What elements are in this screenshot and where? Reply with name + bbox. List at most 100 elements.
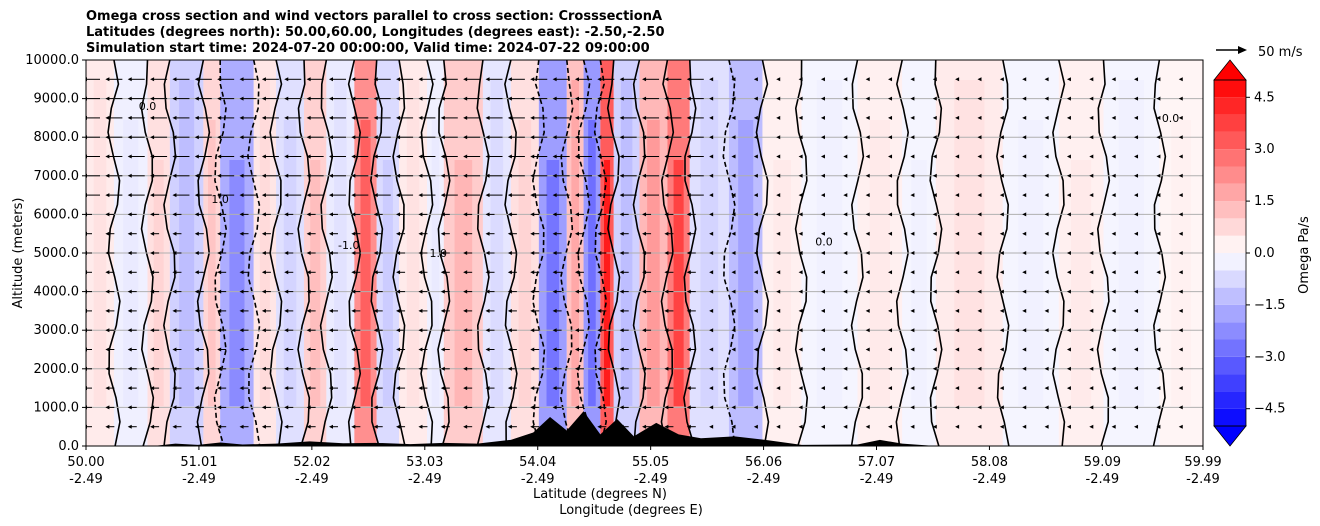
wind-vector-head <box>105 308 110 313</box>
wind-vector-848 <box>1066 193 1071 198</box>
wind-vector-head <box>1066 96 1071 101</box>
wind-vector-517 <box>686 347 696 352</box>
wind-vector-252 <box>373 328 383 333</box>
wind-vector-head <box>418 96 423 101</box>
wind-vector-head <box>820 115 825 120</box>
wind-vector-467 <box>619 212 629 217</box>
wind-vector-head <box>552 231 557 236</box>
wind-vector-509 <box>664 135 682 140</box>
wind-vector-43 <box>127 328 137 333</box>
wind-vector-772 <box>977 193 982 198</box>
omega-band-core-16 <box>518 120 532 406</box>
wind-vector-head <box>1178 193 1183 198</box>
wind-vector-head <box>1134 424 1139 429</box>
wind-vector-head <box>977 308 982 313</box>
wind-vector-218 <box>328 251 338 255</box>
wind-vector-head <box>820 289 825 294</box>
wind-vector-629 <box>820 386 825 391</box>
wind-vector-759 <box>955 77 960 82</box>
wind-vector-718 <box>910 135 915 140</box>
wind-vector-head <box>552 212 557 217</box>
wind-vector-head <box>530 96 535 101</box>
wind-vector-head <box>888 77 893 82</box>
wind-vector-head <box>642 96 647 101</box>
wind-vector-605 <box>776 115 781 120</box>
wind-vector-923 <box>1156 212 1161 217</box>
wind-vector-153 <box>261 405 271 410</box>
wind-vector-head <box>530 212 535 217</box>
wind-vector-head <box>306 77 311 82</box>
wind-vector-105 <box>194 231 204 236</box>
wind-vector-head <box>1089 154 1094 159</box>
wind-vector-head <box>597 270 602 275</box>
wind-vector-272 <box>396 308 406 313</box>
wind-vector-head <box>955 77 960 82</box>
wind-vector-205 <box>306 135 324 140</box>
wind-vector-head <box>239 173 244 178</box>
wind-vector-head <box>574 308 579 313</box>
wind-vector-head <box>865 135 870 140</box>
wind-vector-254 <box>373 289 383 294</box>
wind-vector-183 <box>284 193 302 198</box>
wind-vector-head <box>820 154 825 159</box>
wind-vector-482 <box>642 289 652 294</box>
wind-vector-833 <box>1044 115 1049 120</box>
wind-vector-head <box>932 96 937 101</box>
wind-vector-head <box>865 96 870 101</box>
wind-vector-head <box>977 347 982 352</box>
wind-vector-432 <box>574 154 592 159</box>
wind-vector-698 <box>888 154 893 159</box>
wind-vector-344 <box>485 386 495 391</box>
wind-vector-head <box>888 328 893 333</box>
wind-vector-766 <box>977 308 982 313</box>
wind-vector-head <box>999 270 1004 275</box>
wind-vector-373 <box>507 193 525 198</box>
wind-vector-head <box>239 270 244 275</box>
wind-vector-380 <box>530 424 540 429</box>
wind-vector-head <box>910 212 915 217</box>
wind-vector-head <box>1022 289 1027 294</box>
omega-band-core-28 <box>869 120 890 406</box>
wind-vector-head <box>731 308 736 313</box>
wind-vector-230 <box>351 386 361 391</box>
wind-vector-363 <box>507 386 517 391</box>
y-tick-label-3: 3000.0 <box>34 323 80 338</box>
wind-vector-head <box>843 405 848 410</box>
wind-vector-547 <box>709 135 714 140</box>
wind-vector-head <box>150 308 155 313</box>
wind-vector-674 <box>865 251 870 255</box>
wind-vector-493 <box>642 77 660 82</box>
colorbar-segment-4 <box>1214 339 1246 357</box>
wind-vector-322 <box>440 77 458 82</box>
wind-vector-617 <box>798 251 803 255</box>
wind-vector-260 <box>373 173 391 178</box>
wind-vector-head <box>753 115 758 120</box>
wind-vector-head <box>507 405 512 410</box>
wind-vector-491 <box>642 115 660 120</box>
wind-vector-255 <box>373 270 383 275</box>
wind-vector-head <box>396 251 401 255</box>
wind-vector-head <box>574 270 579 275</box>
wind-vector-head <box>798 386 803 391</box>
wind-vector-head <box>776 270 781 275</box>
wind-vector-341 <box>463 77 481 82</box>
wind-vector-head <box>1111 77 1116 82</box>
wind-vector-head <box>686 251 691 255</box>
wind-vector-895 <box>1134 386 1139 391</box>
wind-vector-head <box>932 308 937 313</box>
wind-vector-500 <box>664 308 674 313</box>
wind-vector-34 <box>105 135 123 140</box>
wind-vector-631 <box>820 347 825 352</box>
wind-vector-584 <box>753 154 758 159</box>
colorbar: 4.53.01.50.0−1.5−3.0−4.5 <box>1213 46 1286 447</box>
wind-vector-head <box>664 154 669 159</box>
wind-vector-883 <box>1111 251 1116 255</box>
wind-vector-495 <box>664 405 674 410</box>
wind-vector-head <box>999 328 1004 333</box>
wind-vector-348 <box>485 308 495 313</box>
wind-vector-head <box>440 308 445 313</box>
wind-vector-19 <box>105 424 115 429</box>
wind-vector-447 <box>597 231 607 236</box>
wind-vector-head <box>642 386 647 391</box>
wind-vector-835 <box>1044 77 1049 82</box>
